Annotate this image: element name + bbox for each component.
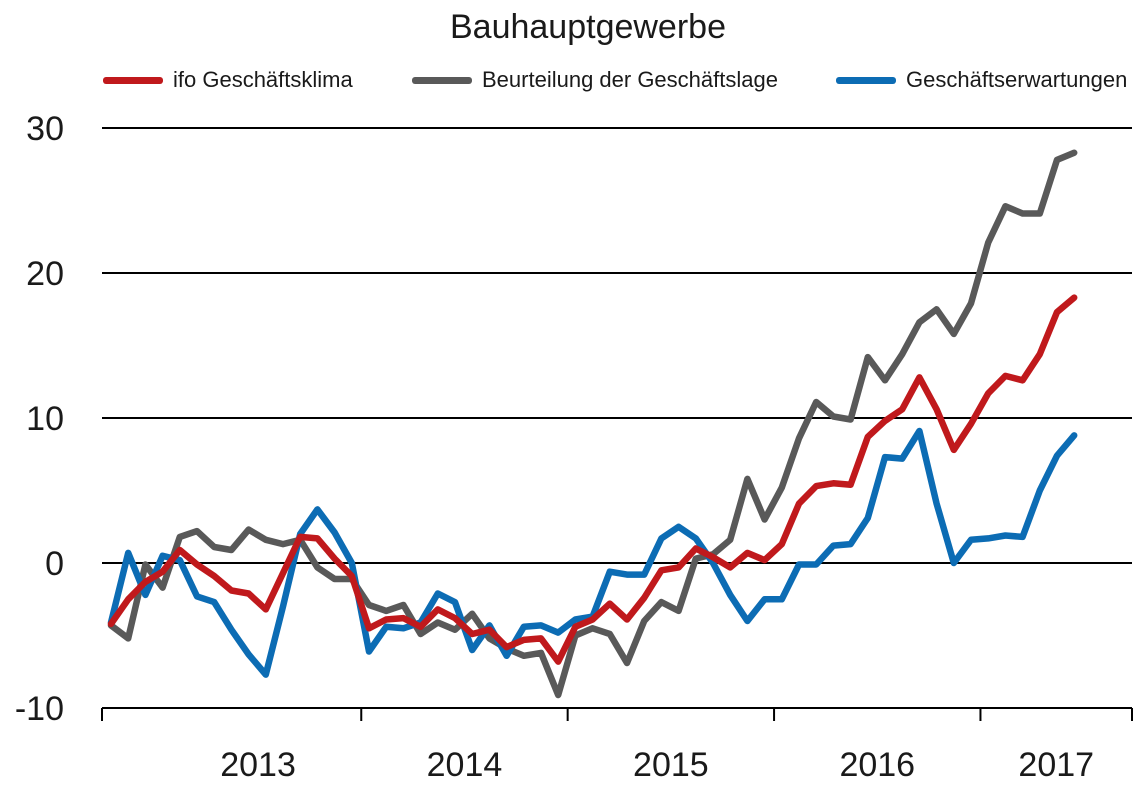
x-tick-label: 2014 bbox=[427, 746, 503, 784]
series-line-beurteilung-der-geschaeftslage bbox=[107, 149, 1078, 699]
legend-item-geschaeftserwartungen: Geschäftserwartungen bbox=[836, 66, 1127, 94]
x-tick-label: 2017 bbox=[1018, 746, 1094, 784]
y-tick-label: 0 bbox=[45, 545, 64, 583]
legend-item-ifo-geschaeftsklima: ifo Geschäftsklima bbox=[103, 66, 353, 94]
gridlines bbox=[102, 127, 1132, 564]
series-line-ifo-geschaeftsklima bbox=[107, 294, 1078, 665]
y-tick-label: -10 bbox=[15, 690, 64, 728]
legend-swatch bbox=[412, 76, 472, 84]
legend-label: Geschäftserwartungen bbox=[906, 67, 1128, 92]
legend-label: Beurteilung der Geschäftslage bbox=[482, 67, 778, 92]
x-tick-label: 2013 bbox=[220, 746, 296, 784]
y-axis-ticks: 30 20 10 0 -10 bbox=[15, 110, 64, 728]
legend-item-beurteilung-der-geschaeftslage: Beurteilung der Geschäftslage bbox=[412, 66, 778, 94]
series-lines bbox=[107, 149, 1078, 699]
series-line-geschaeftserwartungen bbox=[107, 427, 1078, 678]
x-tick-label: 2016 bbox=[839, 746, 915, 784]
legend-swatch bbox=[103, 76, 163, 84]
y-tick-label: 10 bbox=[26, 400, 64, 438]
y-tick-label: 30 bbox=[26, 110, 64, 148]
legend-label: ifo Geschäftsklima bbox=[173, 67, 353, 92]
legend-swatch bbox=[836, 76, 896, 84]
y-tick-label: 20 bbox=[26, 255, 64, 293]
x-axis-ticks: 2013 2014 2015 2016 2017 bbox=[220, 746, 1094, 784]
x-axis bbox=[101, 707, 1133, 721]
x-tick-label: 2015 bbox=[633, 746, 709, 784]
chart-title: Bauhauptgewerbe bbox=[449, 8, 726, 46]
